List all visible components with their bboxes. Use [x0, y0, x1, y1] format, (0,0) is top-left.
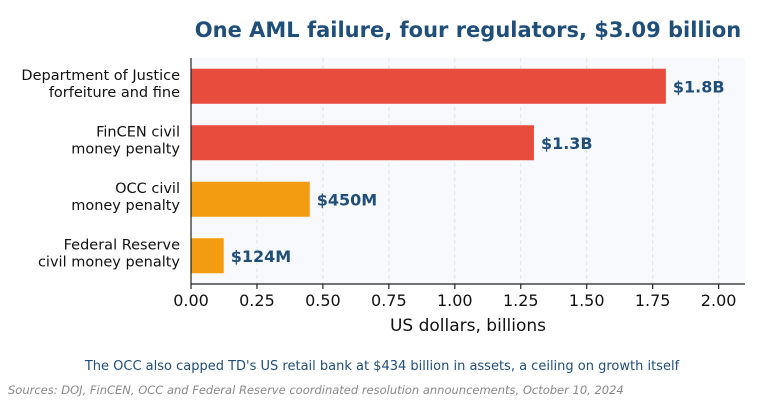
- category-label-line: Federal Reserve: [64, 237, 180, 253]
- category-label: Federal Reserve civil money penalty: [38, 237, 180, 270]
- bar: [191, 125, 534, 161]
- data-label: $124M: [231, 247, 291, 266]
- source-note: Sources: DOJ, FinCEN, OCC and Federal Re…: [8, 383, 624, 397]
- x-tick-label: 1.75: [635, 291, 671, 310]
- data-label: $1.8B: [673, 77, 725, 96]
- data-label: $1.3B: [541, 134, 593, 153]
- category-label: Department of Justice forfeiture and fine: [21, 68, 180, 101]
- x-axis-label: US dollars, billions: [390, 316, 546, 336]
- category-label-line: money penalty: [71, 198, 180, 214]
- bar: [191, 68, 666, 104]
- axes: [190, 58, 745, 289]
- x-tick-label: 0.00: [173, 291, 209, 310]
- x-tick-label: 0.25: [239, 291, 275, 310]
- category-label: OCC civil money penalty: [71, 181, 180, 214]
- x-tick-label: 2.00: [701, 291, 737, 310]
- category-label: FinCEN civil money penalty: [71, 124, 180, 157]
- category-label-line: civil money penalty: [38, 254, 180, 270]
- category-label-line: Department of Justice: [21, 68, 180, 84]
- x-tick-label: 1.25: [503, 291, 539, 310]
- category-label-line: OCC civil: [115, 181, 180, 197]
- bars: [191, 68, 666, 274]
- chart-title: One AML failure, four regulators, $3.09 …: [195, 18, 741, 42]
- annotation-note: The OCC also capped TD's US retail bank …: [84, 359, 680, 374]
- x-tick-label: 0.50: [305, 291, 341, 310]
- x-tick-label: 0.75: [371, 291, 407, 310]
- data-labels: $1.8B $1.3B $450M $124M: [231, 77, 725, 266]
- data-label: $450M: [317, 190, 377, 209]
- bar: [191, 181, 310, 217]
- category-labels: Department of Justice forfeiture and fine…: [21, 68, 180, 271]
- category-label-line: money penalty: [71, 141, 180, 157]
- bar: [191, 238, 224, 274]
- x-tick-labels: 0.00 0.25 0.50 0.75 1.00 1.25 1.50 1.75 2.00: [173, 291, 736, 310]
- category-label-line: FinCEN civil: [96, 124, 180, 140]
- x-tick-label: 1.50: [569, 291, 605, 310]
- x-tick-label: 1.00: [437, 291, 473, 310]
- category-label-line: forfeiture and fine: [49, 85, 180, 101]
